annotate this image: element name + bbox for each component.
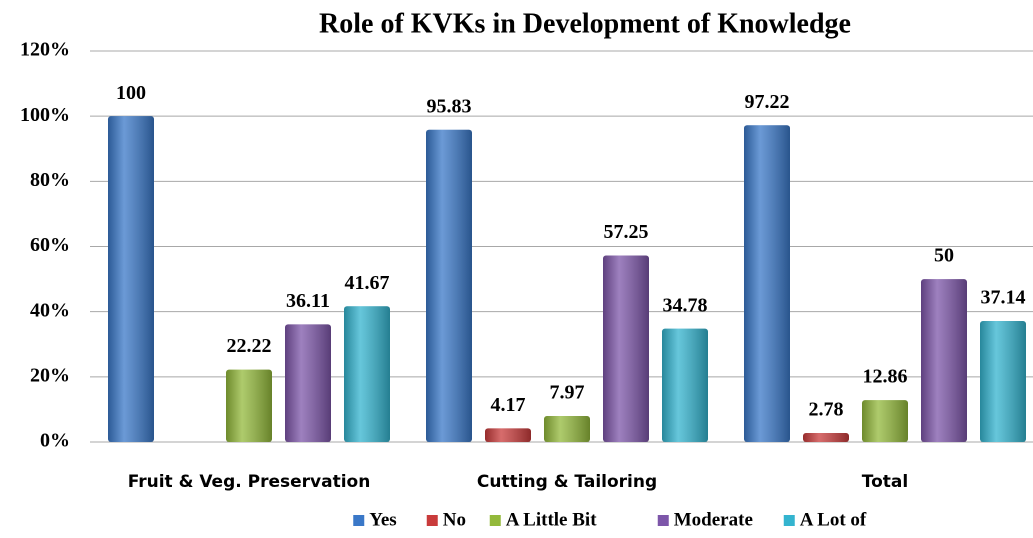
y-tick-label: 20% xyxy=(30,364,70,386)
x-tick-label: Fruit & Veg. Preservation xyxy=(128,472,371,492)
bar xyxy=(108,116,154,443)
bar xyxy=(485,428,531,442)
data-label: 57.25 xyxy=(604,221,649,243)
y-tick-label: 0% xyxy=(40,430,70,452)
legend-label: Moderate xyxy=(674,509,753,530)
bar xyxy=(803,432,849,442)
bar xyxy=(226,369,272,442)
y-tick-label: 120% xyxy=(20,39,70,61)
legend-swatch xyxy=(657,515,669,526)
legend-swatch xyxy=(783,515,795,526)
bar xyxy=(980,320,1026,442)
data-label: 37.14 xyxy=(981,287,1026,309)
data-label: 50 xyxy=(934,245,954,267)
legend-label: Yes xyxy=(369,509,396,530)
legend-swatch xyxy=(489,515,501,526)
data-label: 97.22 xyxy=(745,91,790,113)
data-label: 4.17 xyxy=(491,394,526,416)
bar xyxy=(285,324,331,442)
bar xyxy=(744,125,790,443)
legend-label: A Little Bit xyxy=(506,509,597,530)
bar xyxy=(921,279,967,442)
x-tick-label: Total xyxy=(862,472,908,492)
bar xyxy=(662,328,708,442)
y-tick-label: 100% xyxy=(20,104,70,126)
legend-label: A Lot of xyxy=(800,509,867,530)
data-label: 2.78 xyxy=(809,399,844,421)
data-label: 22.22 xyxy=(227,335,272,357)
data-label: 34.78 xyxy=(663,294,708,316)
data-label: 36.11 xyxy=(286,290,330,312)
data-label: 100 xyxy=(116,82,146,104)
bar xyxy=(603,255,649,442)
data-label: 41.67 xyxy=(345,272,390,294)
bar xyxy=(862,400,908,442)
y-tick-label: 60% xyxy=(30,234,70,256)
y-tick-label: 80% xyxy=(30,169,70,191)
legend-label: No xyxy=(443,509,466,530)
bar xyxy=(344,306,390,442)
data-label: 95.83 xyxy=(427,95,472,117)
bar xyxy=(426,129,472,443)
data-label: 12.86 xyxy=(863,366,908,388)
bar xyxy=(544,416,590,442)
legend-swatch xyxy=(353,515,365,526)
legend-swatch xyxy=(426,515,438,526)
data-label: 7.97 xyxy=(550,382,585,404)
x-tick-label: Cutting & Tailoring xyxy=(477,472,657,492)
chart-title: Role of KVKs in Development of Knowledge xyxy=(319,8,851,39)
y-tick-label: 40% xyxy=(30,299,70,321)
